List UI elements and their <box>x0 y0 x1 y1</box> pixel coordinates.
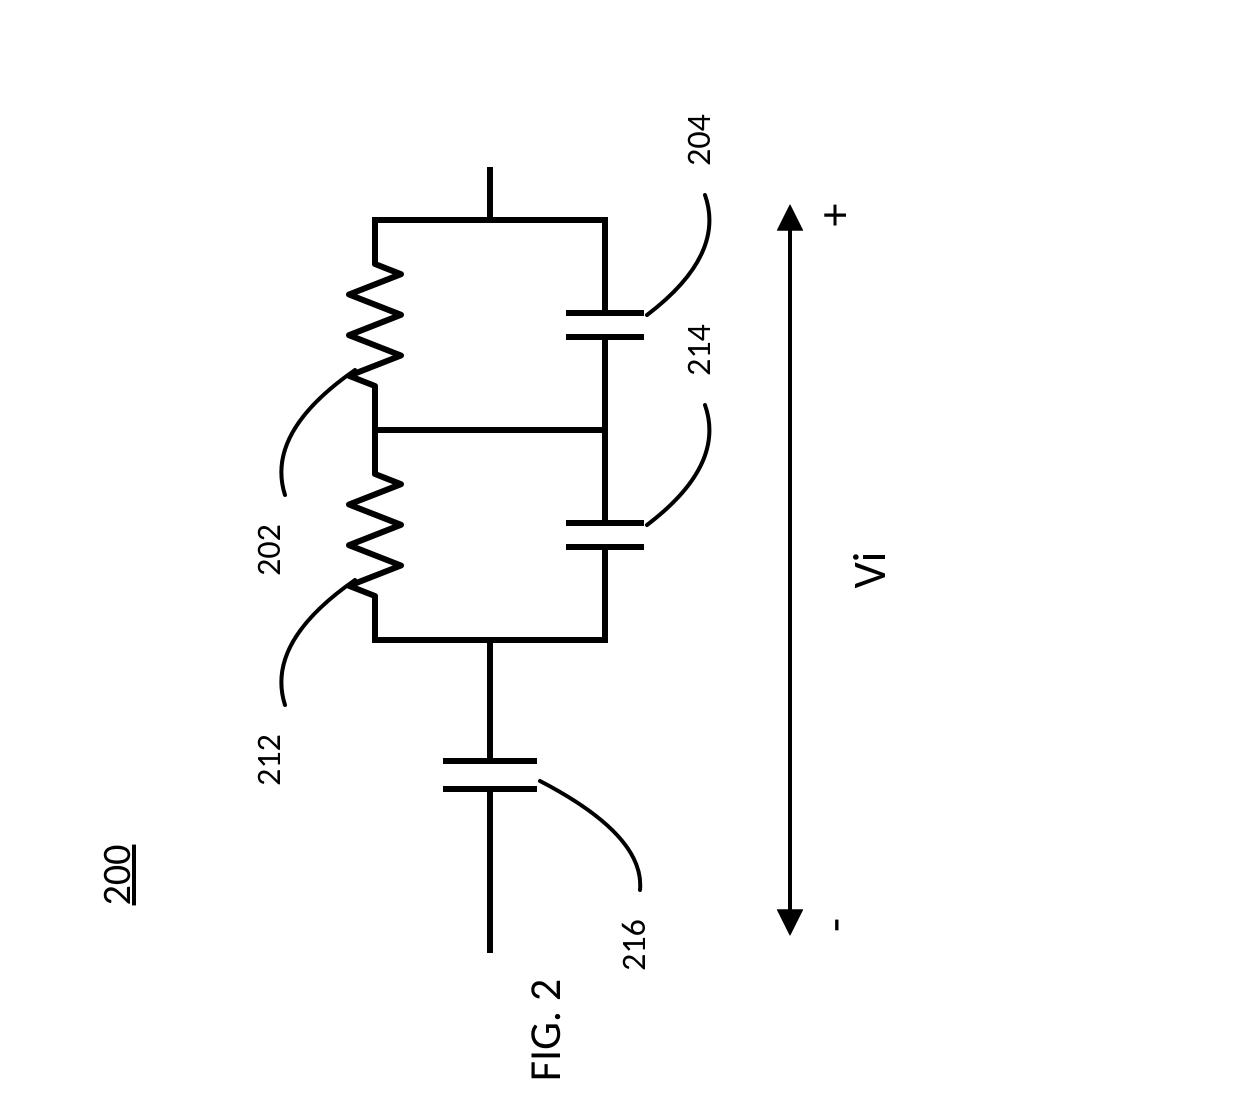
svg-text:212: 212 <box>249 734 290 786</box>
resistor-212 <box>340 450 410 620</box>
circuit-diagram: 202 204 212 214 216 + - Vi 200 FIG. 2 <box>0 0 1240 1108</box>
svg-text:FIG. 2: FIG. 2 <box>518 979 572 1081</box>
svg-text:+: + <box>807 204 863 227</box>
svg-text:216: 216 <box>614 919 655 971</box>
circuit-group: 202 204 212 214 216 + - Vi 200 FIG. 2 <box>92 114 898 1081</box>
svg-text:-: - <box>807 918 863 932</box>
capacitor-216 <box>435 747 545 803</box>
resistor-202 <box>340 240 410 410</box>
svg-text:202: 202 <box>249 524 290 576</box>
voltage-arrow <box>765 195 815 945</box>
capacitor-204 <box>560 300 650 350</box>
svg-text:200: 200 <box>92 845 141 906</box>
svg-text:Vi: Vi <box>842 552 898 589</box>
svg-text:214: 214 <box>679 324 720 376</box>
capacitor-214 <box>560 510 650 560</box>
svg-text:204: 204 <box>679 114 720 166</box>
